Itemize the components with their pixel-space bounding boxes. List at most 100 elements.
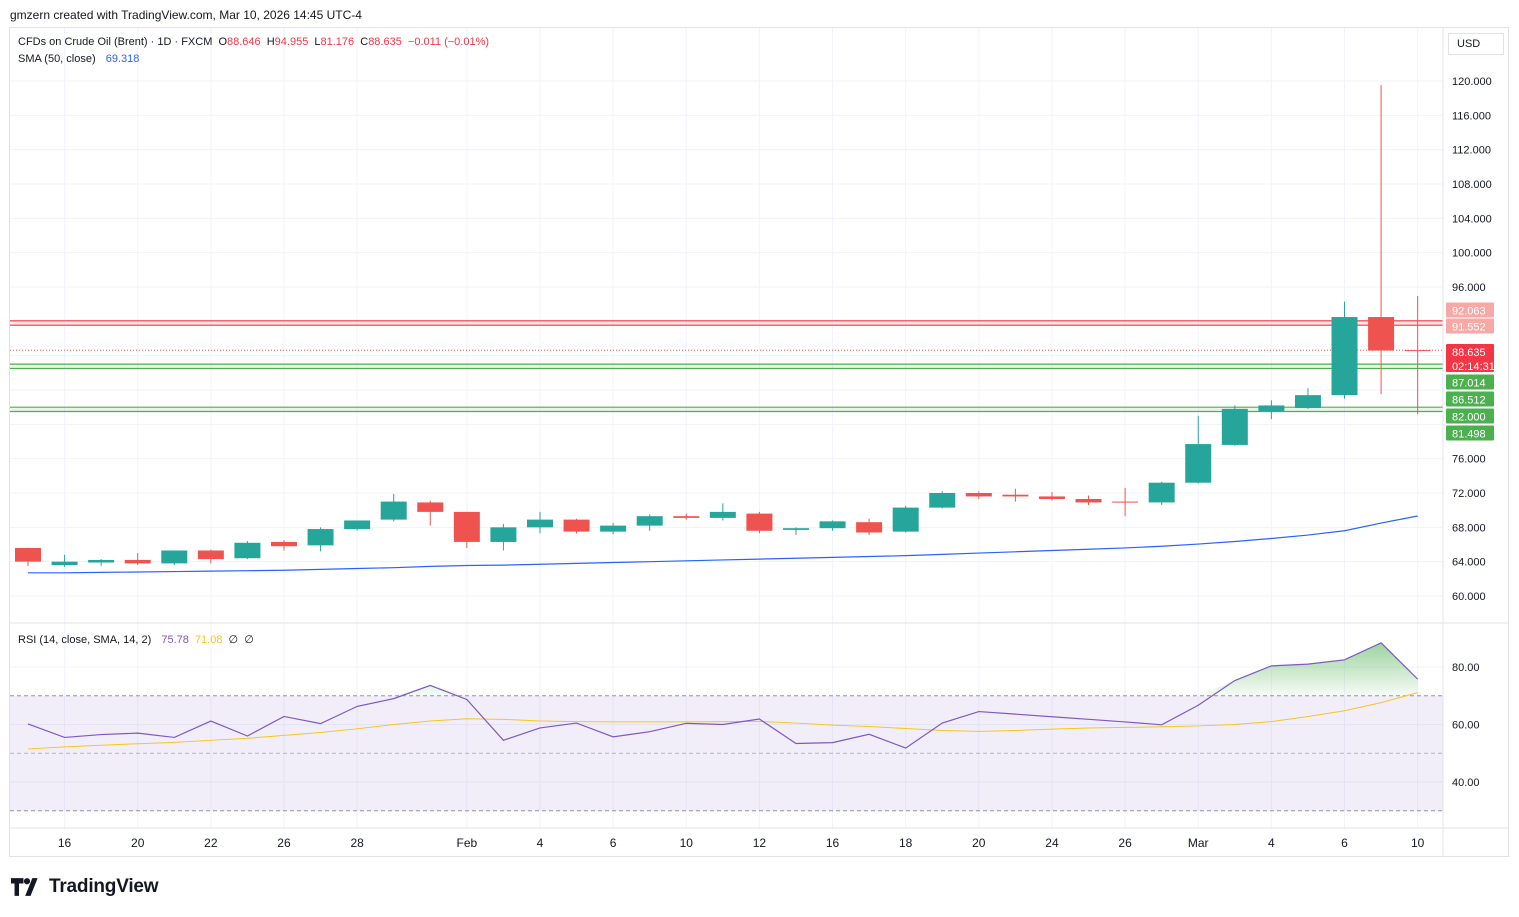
- candle-body: [1258, 405, 1285, 412]
- price-tags-group: 92.063 91.552 88.635 02:14:31 87.014 86.512 82…: [1446, 302, 1495, 441]
- candle: [417, 500, 444, 526]
- candle: [88, 559, 115, 566]
- rsi-y-tick-label: 60.00: [1452, 720, 1480, 732]
- candle-body: [1294, 395, 1321, 409]
- x-tick-label: 20: [972, 836, 986, 850]
- y-tick-label: 100.000: [1452, 248, 1492, 260]
- sma-legend[interactable]: SMA (50, close) 69.318: [18, 53, 142, 65]
- currency-button[interactable]: USD: [1448, 33, 1504, 55]
- change-value: −0.011 (−0.01%): [407, 36, 490, 48]
- candle-body: [709, 511, 736, 518]
- candle-body: [1185, 444, 1212, 483]
- level-tag-92063-bg: [1446, 302, 1494, 318]
- rsi-extra-1: ∅: [228, 634, 239, 646]
- candle: [1185, 415, 1212, 484]
- candle: [1002, 488, 1029, 502]
- candle: [1368, 85, 1395, 395]
- level-tag-81498-text: 81.498: [1452, 429, 1486, 441]
- candle: [270, 540, 297, 551]
- x-tick-label: 4: [537, 836, 544, 850]
- rsi-value: 75.78: [161, 634, 189, 646]
- level-tag-92063-text: 92.063: [1452, 306, 1486, 318]
- candle: [819, 520, 846, 531]
- last-price-tag-text: 88.635: [1452, 347, 1486, 359]
- x-tick-label: 26: [277, 836, 291, 850]
- candle-body: [673, 516, 700, 518]
- candle: [490, 523, 517, 551]
- candle-body: [344, 520, 371, 530]
- high-value: 94.955: [274, 36, 309, 48]
- high-label: H: [266, 36, 275, 48]
- y-tick-label: 96.000: [1452, 282, 1486, 294]
- x-tick-label: 6: [610, 836, 617, 850]
- candle: [1148, 481, 1175, 506]
- tradingview-logo-text: TradingView: [49, 876, 159, 897]
- level-tag-87014: 87.014: [1446, 374, 1494, 390]
- y-tick-label: 120.000: [1452, 76, 1492, 88]
- candle-body: [1075, 499, 1102, 503]
- rsi-sma-line: [27, 692, 1418, 750]
- candle-body: [307, 529, 334, 546]
- candle: [1038, 492, 1065, 501]
- candle-body: [1331, 317, 1358, 396]
- tradingview-logo-icon: [11, 878, 38, 896]
- sma-label[interactable]: SMA (50, close): [18, 53, 96, 65]
- level-tag-81498: 81.498: [1446, 425, 1494, 441]
- sma-line: [28, 515, 1418, 574]
- rsi-y-tick-label: 80.00: [1452, 662, 1480, 674]
- level-tag-82000: 82.000: [1446, 408, 1494, 424]
- y-tick-label: 112.000: [1452, 145, 1491, 157]
- candle-body: [1221, 408, 1248, 445]
- close-value: 88.635: [368, 36, 402, 48]
- candle-body: [746, 513, 773, 531]
- candle: [856, 518, 883, 536]
- candle-body: [234, 542, 261, 559]
- candle-body: [1002, 494, 1029, 497]
- candle: [526, 511, 553, 534]
- candle: [892, 505, 919, 533]
- candle: [234, 541, 261, 560]
- candle-body: [88, 559, 115, 563]
- y-tick-label: 68.000: [1452, 522, 1486, 534]
- axes-group: 120.000 116.000 112.000 108.000 104.000 100.0…: [10, 28, 1508, 857]
- candle: [51, 554, 78, 567]
- candle-body: [526, 519, 553, 528]
- candle: [782, 527, 809, 536]
- rsi-sma-value: 71.08: [194, 634, 223, 646]
- low-value: 81.176: [320, 36, 355, 48]
- candle: [124, 553, 151, 566]
- candle-body: [161, 550, 188, 564]
- rsi-legend[interactable]: RSI (14, close, SMA, 14, 2) 75.78 71.08 …: [18, 633, 257, 646]
- y-tick-label: 72.000: [1452, 488, 1486, 500]
- candle: [1258, 400, 1285, 420]
- x-tick-label: 18: [899, 836, 913, 850]
- candle-body: [380, 501, 407, 520]
- candle: [1331, 301, 1358, 399]
- candle-body: [1112, 501, 1139, 503]
- candle-body: [270, 541, 297, 547]
- tradingview-logo[interactable]: TradingView: [11, 876, 159, 898]
- x-tick-label: 12: [753, 836, 767, 850]
- y-tick-label: 116.000: [1452, 110, 1491, 122]
- candle-body: [1404, 350, 1431, 352]
- candle-body: [124, 559, 151, 564]
- candle-body: [1038, 496, 1065, 500]
- rsi-overbought-fill: [393, 642, 1418, 696]
- horizontal-levels: [10, 320, 1443, 413]
- symbol-title[interactable]: CFDs on Crude Oil (Brent) · 1D · FXCM: [18, 36, 213, 48]
- level-tag-81498-bg: [1446, 425, 1494, 441]
- candle: [161, 550, 188, 566]
- low-label: L: [314, 36, 321, 48]
- close-label: C: [360, 36, 369, 48]
- open-value: 88.646: [227, 36, 261, 48]
- level-tag-92063: 92.063: [1446, 302, 1494, 318]
- level-tag-82000-text: 82.000: [1452, 412, 1486, 424]
- level-tag-91552-text: 91.552: [1452, 322, 1486, 334]
- x-tick-label: 24: [1045, 836, 1059, 850]
- level-zone: [10, 364, 1443, 369]
- candle: [965, 491, 992, 500]
- rsi-label[interactable]: RSI (14, close, SMA, 14, 2): [18, 634, 152, 646]
- rsi-background: [10, 695, 1443, 812]
- main-legend[interactable]: CFDs on Crude Oil (Brent) · 1D · FXCM O8…: [18, 36, 492, 48]
